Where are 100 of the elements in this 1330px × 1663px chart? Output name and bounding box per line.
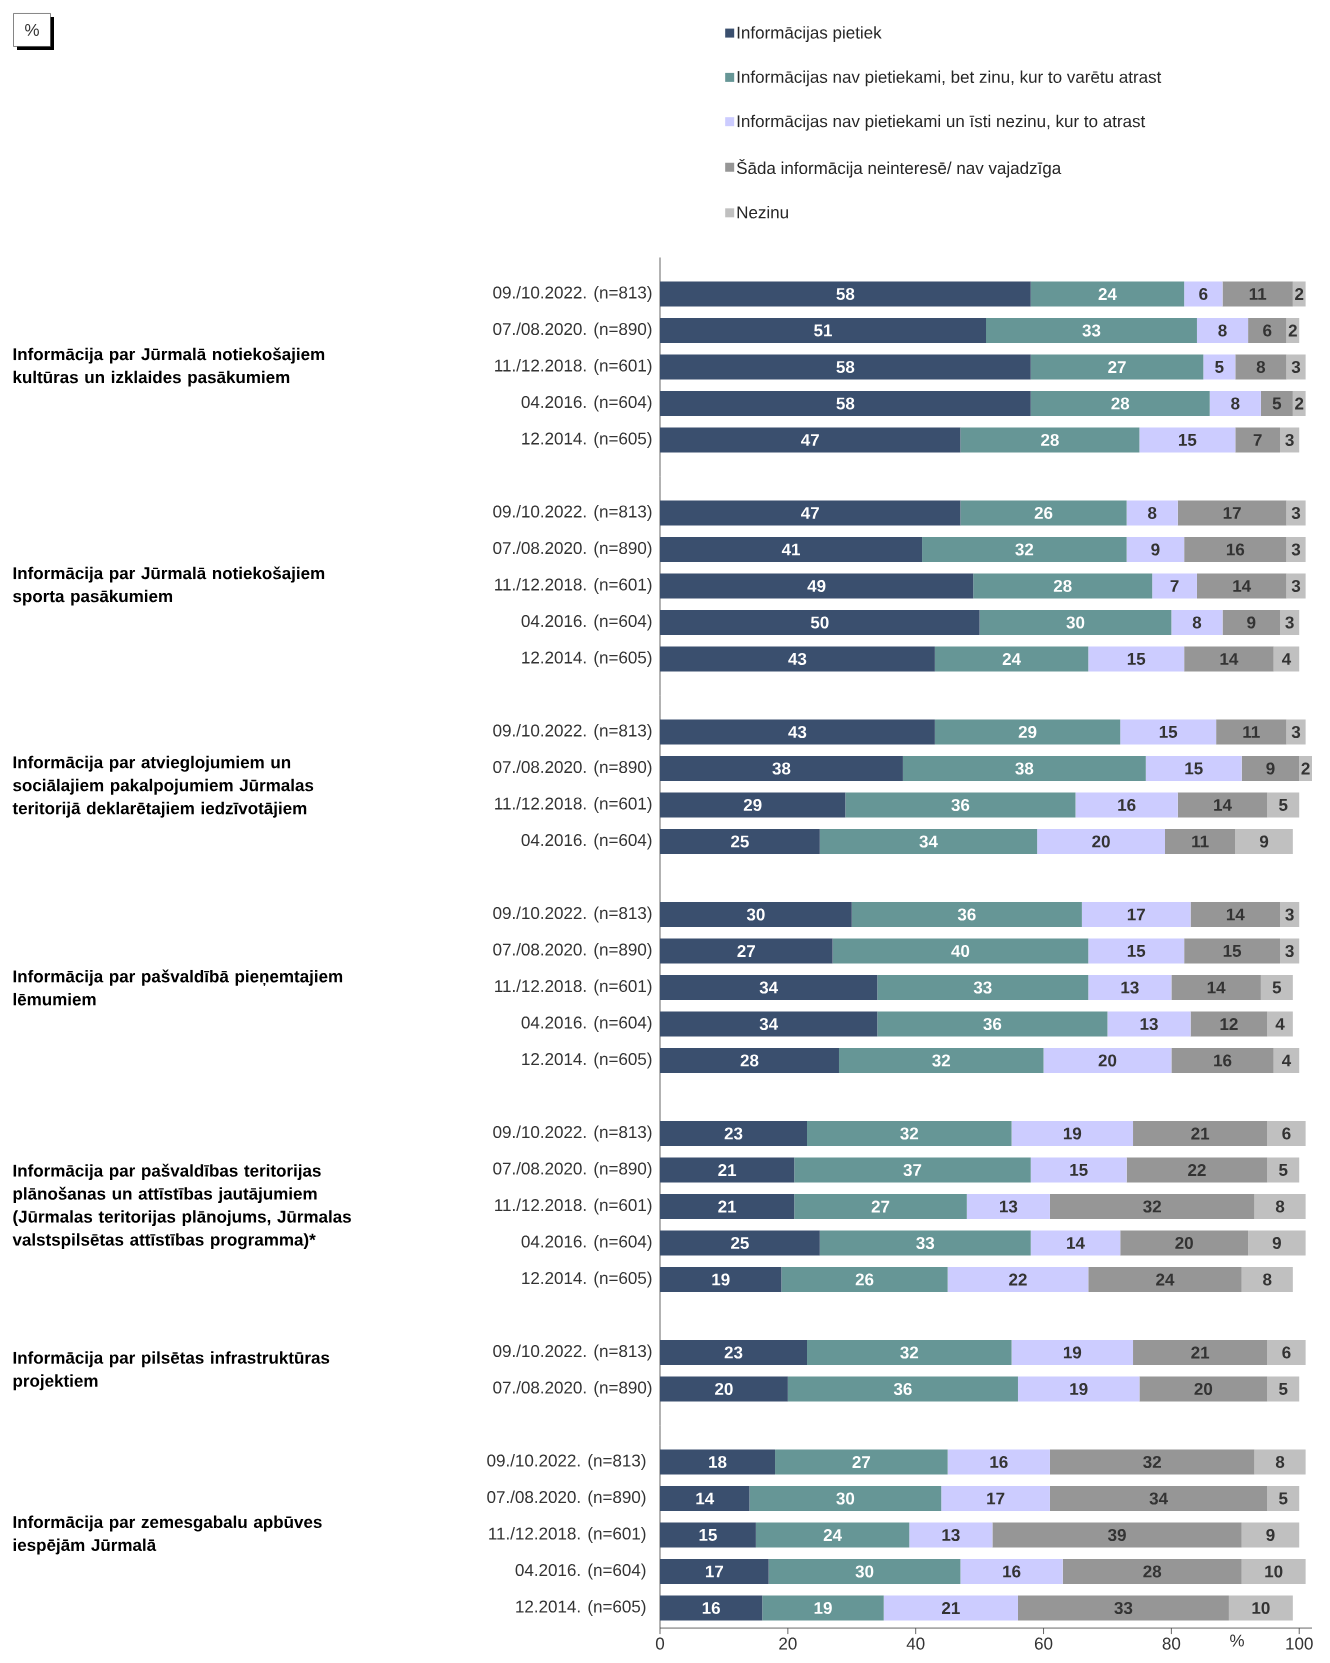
data-label: 17 [1223, 507, 1241, 519]
bar [883, 1595, 1018, 1621]
bar [749, 1486, 942, 1511]
bar [877, 974, 1089, 1000]
data-label: 34 [759, 1017, 779, 1031]
bar [1209, 390, 1261, 416]
bar [1081, 901, 1191, 927]
bar [941, 1486, 1050, 1511]
bar [909, 1522, 993, 1548]
data-label: 3 [1285, 616, 1294, 629]
data-label: 33 [973, 981, 992, 994]
text: % [25, 24, 39, 36]
bar [1254, 1449, 1306, 1475]
data-label: 5 [1279, 799, 1288, 811]
data-label: 34 [919, 835, 938, 848]
bar [1196, 573, 1287, 599]
bar [1171, 609, 1223, 635]
data-label: 14 [1214, 799, 1232, 811]
data-label: 20 [1194, 1382, 1213, 1396]
bar [1152, 573, 1197, 599]
y-tick-label: 11./12.2018. (n=601) [495, 578, 652, 594]
bar [1049, 1449, 1255, 1475]
data-label: 33 [916, 1236, 935, 1250]
bar [1235, 427, 1281, 453]
data-label: 18 [709, 1455, 727, 1469]
data-label: 24 [1002, 653, 1021, 665]
data-label: 32 [1143, 1455, 1161, 1469]
bar [660, 792, 846, 818]
data-label: 32 [1143, 1200, 1161, 1213]
data-label: 21 [941, 1602, 960, 1614]
y-tick-label: 12.2014. (n=605) [522, 1271, 652, 1288]
data-label: 30 [836, 1492, 855, 1505]
data-label: 23 [724, 1346, 743, 1359]
data-label: 15 [699, 1529, 717, 1541]
data-label: 15 [1070, 1164, 1088, 1176]
data-label: 4 [1281, 653, 1292, 665]
data-label: 9 [1151, 543, 1160, 556]
bar [660, 281, 1031, 307]
data-label: 30 [1066, 616, 1085, 629]
bar [1088, 974, 1172, 1000]
data-label: 38 [772, 762, 791, 775]
y-tick-label: 12.2014. (n=605) [522, 1052, 652, 1069]
data-label: 38 [1015, 762, 1034, 775]
y-tick-label: 07./08.2020. (n=890) [493, 760, 652, 777]
data-label: 14 [1226, 908, 1245, 921]
data-label: 14 [1067, 1237, 1085, 1249]
bar [1184, 938, 1281, 964]
data-label: 28 [1111, 397, 1130, 410]
data-label: 28 [1143, 1565, 1162, 1578]
y-tick-label: 09./10.2022. (n=813) [493, 505, 652, 521]
data-label: 51 [814, 324, 832, 337]
bar [947, 1267, 1089, 1292]
bar [1120, 1230, 1249, 1256]
data-label: 5 [1215, 361, 1224, 373]
bar [660, 1340, 808, 1365]
bar [755, 1522, 910, 1548]
bar [768, 1559, 961, 1584]
data-label: 34 [1149, 1492, 1168, 1505]
data-label: 2 [1301, 762, 1310, 775]
data-label: 15 [1178, 434, 1197, 446]
data-label: 36 [957, 908, 976, 921]
bar [660, 828, 820, 854]
bar [902, 755, 1146, 781]
data-label: 20 [715, 1382, 733, 1396]
data-label: 14 [1233, 580, 1252, 592]
data-label: 15 [1223, 945, 1242, 957]
bar [1017, 1376, 1140, 1402]
data-label: 58 [836, 360, 855, 374]
data-label: 15 [1127, 653, 1146, 665]
data-label: 3 [1291, 725, 1301, 739]
bar [973, 573, 1153, 599]
x-tick-label: 0 [655, 1637, 665, 1650]
bar [660, 1267, 782, 1292]
y-tick-label: 11./12.2018. (n=601) [495, 797, 652, 813]
bar [960, 1559, 1063, 1584]
bar [1126, 1157, 1268, 1183]
bar [1184, 646, 1274, 672]
bar [1241, 1267, 1293, 1292]
bar [1062, 1559, 1242, 1584]
data-label: 6 [1282, 1346, 1291, 1359]
bar [660, 500, 961, 526]
data-label: 39 [1107, 1528, 1126, 1542]
bar [660, 938, 833, 964]
bar [1011, 1340, 1134, 1365]
bar [832, 938, 1089, 964]
data-label: 58 [836, 397, 855, 410]
y-tick-label: 11./12.2018. (n=601) [495, 1198, 652, 1215]
data-label: 32 [932, 1054, 951, 1067]
bar [660, 1595, 763, 1621]
y-tick-label: 09./10.2022. (n=813) [493, 286, 652, 302]
bar [1088, 646, 1185, 672]
bar [1133, 1121, 1268, 1146]
data-label: 25 [731, 835, 749, 848]
data-label: 15 [1159, 726, 1178, 738]
bar [1030, 390, 1210, 416]
data-label: 41 [781, 543, 801, 556]
data-label: 19 [1063, 1127, 1082, 1140]
bar [660, 901, 852, 927]
bar [1203, 354, 1236, 380]
data-label: 26 [855, 1273, 874, 1286]
